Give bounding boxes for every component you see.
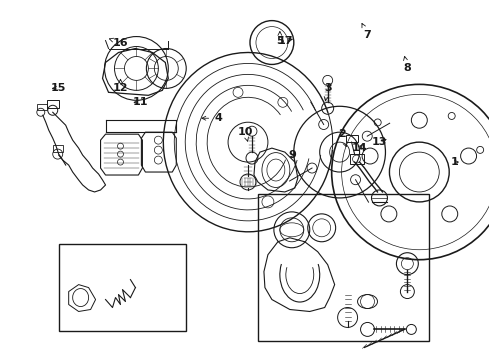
Text: 10: 10	[237, 127, 253, 141]
Text: 5: 5	[276, 32, 284, 46]
Bar	[59, 244, 186, 332]
Text: 15: 15	[51, 84, 67, 93]
Text: 13: 13	[372, 137, 387, 147]
Text: 8: 8	[403, 57, 411, 73]
Circle shape	[318, 120, 329, 130]
Bar	[47, 100, 59, 108]
Bar	[258, 194, 429, 341]
Bar	[349, 154, 364, 164]
Text: 11: 11	[133, 97, 148, 107]
Text: 9: 9	[288, 150, 296, 160]
Circle shape	[362, 131, 372, 141]
Circle shape	[350, 175, 361, 185]
Text: 3: 3	[324, 84, 332, 101]
Text: 17: 17	[278, 36, 294, 46]
Text: 16: 16	[109, 37, 128, 48]
Text: 2: 2	[338, 129, 347, 147]
Bar	[37, 104, 47, 110]
Text: 12: 12	[113, 79, 128, 93]
Text: 1: 1	[450, 157, 458, 167]
Circle shape	[307, 163, 317, 173]
Text: 4: 4	[202, 113, 222, 123]
Bar	[345, 135, 358, 142]
Text: 7: 7	[362, 23, 371, 40]
Text: 14: 14	[352, 143, 368, 153]
Bar	[53, 145, 63, 152]
Text: 6: 6	[0, 359, 1, 360]
